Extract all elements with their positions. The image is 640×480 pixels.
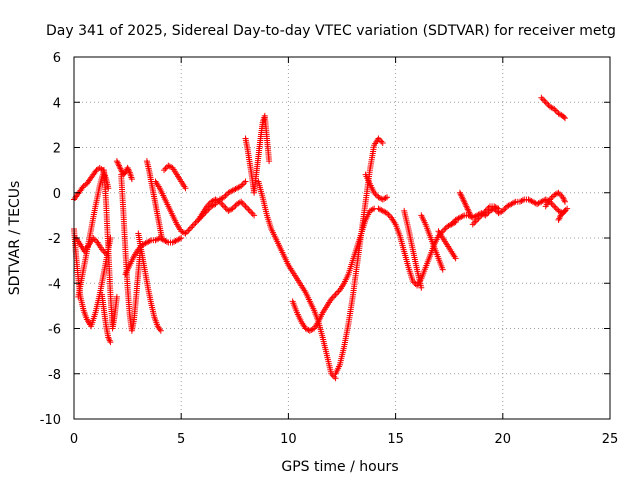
tick-layer — [73, 56, 611, 420]
tick-label-layer: 0 5 10 15 20 25 -10 -8 -6 -4 -2 0 2 4 6 — [40, 51, 619, 447]
x-tick-label: 5 — [177, 432, 185, 447]
y-tick-label: -2 — [48, 232, 61, 247]
data-point — [560, 208, 567, 215]
data-layer — [71, 94, 571, 382]
data-point — [561, 198, 568, 205]
series-arc-13 — [195, 196, 258, 223]
y-tick-label: -6 — [48, 323, 61, 338]
data-point — [418, 284, 425, 291]
data-point — [236, 199, 243, 206]
series-arc-10 — [135, 230, 164, 334]
data-point — [554, 190, 561, 197]
series-arc-11 — [161, 162, 189, 192]
series-arc-28 — [555, 207, 568, 223]
y-tick-label: -4 — [48, 277, 61, 292]
data-point — [105, 185, 112, 192]
series-arc-25 — [469, 203, 502, 228]
data-point — [519, 197, 526, 204]
data-point — [103, 250, 110, 257]
data-point — [452, 255, 459, 262]
data-point — [511, 199, 518, 206]
y-tick-label: -8 — [48, 368, 61, 383]
series-arc-05 — [98, 291, 114, 346]
series-arc-26 — [538, 94, 568, 122]
data-point — [561, 115, 568, 122]
data-point — [561, 207, 568, 214]
data-point — [157, 327, 164, 334]
data-point — [495, 205, 502, 212]
data-point — [467, 212, 474, 219]
data-point — [107, 339, 114, 346]
series-arc-21 — [418, 212, 446, 273]
data-point — [176, 235, 183, 242]
y-tick-label: 4 — [53, 96, 61, 111]
series-arc-04 — [73, 235, 110, 257]
y-axis-label: SDTVAR / TECUs — [7, 181, 23, 296]
data-point — [384, 194, 391, 201]
x-tick-label: 25 — [602, 432, 619, 447]
data-point — [369, 206, 376, 213]
y-tick-label: -10 — [40, 413, 61, 428]
data-point — [158, 235, 165, 241]
y-tick-label: 6 — [53, 51, 61, 66]
data-point — [560, 113, 567, 120]
x-tick-label: 20 — [495, 432, 512, 447]
data-point — [182, 185, 189, 192]
data-point — [459, 213, 466, 220]
data-point — [113, 293, 120, 300]
data-point — [251, 212, 258, 219]
y-tick-label: 2 — [53, 142, 61, 157]
x-axis-label: GPS time / hours — [281, 459, 398, 475]
series-arc-18 — [362, 171, 391, 203]
x-tick-label: 0 — [70, 432, 78, 447]
data-point — [266, 158, 273, 165]
data-point — [181, 229, 188, 236]
data-point — [494, 204, 501, 211]
series-arc-27 — [542, 189, 568, 210]
data-point — [178, 235, 185, 241]
series-arc-06 — [113, 158, 135, 183]
series-arc-20 — [401, 207, 425, 291]
data-point — [242, 178, 249, 185]
x-tick-label: 10 — [280, 432, 297, 447]
series-arc-16 — [289, 205, 378, 334]
data-point — [439, 266, 446, 273]
series-arc-09 — [143, 158, 165, 241]
series-arc-14 — [242, 112, 273, 196]
series-arc-22 — [435, 228, 459, 262]
data-point — [163, 238, 170, 245]
chart-title: Day 341 of 2025, Sidereal Day-to-day VTE… — [46, 23, 616, 39]
data-point — [382, 195, 389, 202]
data-point — [128, 176, 135, 183]
data-point — [146, 238, 153, 245]
data-point — [379, 139, 386, 146]
y-tick-label: 0 — [53, 187, 61, 202]
x-tick-label: 15 — [387, 432, 404, 447]
series-arc-24 — [456, 189, 474, 219]
